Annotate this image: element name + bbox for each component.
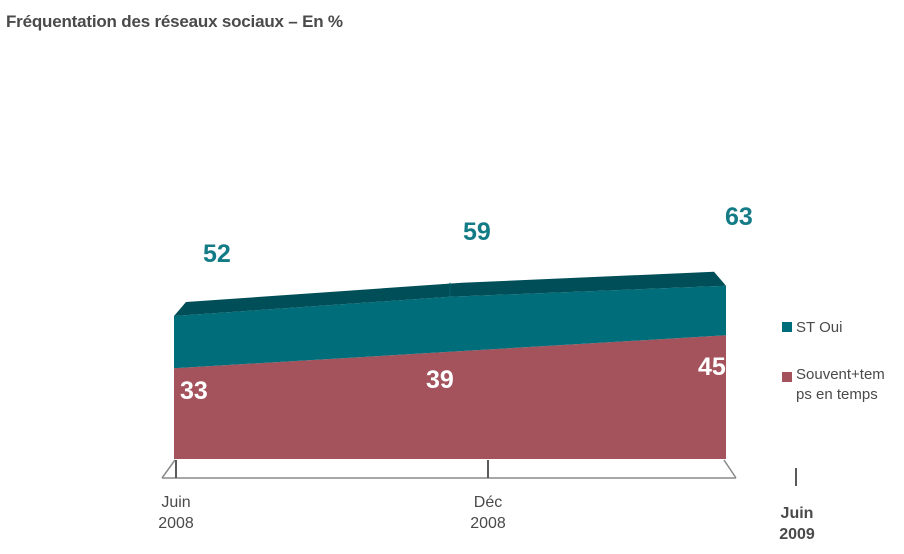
x-axis-depth-left	[161, 459, 176, 479]
x-tick-label-0-line1: Juin	[161, 494, 190, 511]
legend: ST Oui Souvent+tem ps en temps	[782, 318, 896, 405]
data-label-souvent-2: 45	[698, 353, 726, 381]
legend-swatch-st-oui	[782, 321, 792, 332]
legend-label-souvent-line2: ps en temps	[796, 386, 878, 403]
legend-swatch-souvent	[782, 371, 792, 382]
x-tick-label-1-line1: Déc	[474, 494, 502, 511]
data-label-st-oui-2: 63	[725, 203, 753, 231]
x-axis-depth-right	[723, 459, 737, 479]
legend-item-souvent: Souvent+tem ps en temps	[782, 365, 896, 405]
legend-label-souvent-line1: Souvent+tem	[796, 366, 885, 383]
data-label-st-oui-0: 52	[203, 240, 231, 268]
chart-title: Fréquentation des réseaux sociaux – En %	[6, 12, 343, 31]
data-label-souvent-0: 33	[180, 377, 208, 405]
legend-item-st-oui: ST Oui	[782, 318, 896, 338]
x-tick-label-2-line1: Juin	[781, 505, 814, 522]
legend-label-st-oui: ST Oui	[796, 319, 843, 336]
x-tick-label-0-line2: 2008	[158, 515, 194, 532]
x-tick-label-2-line2: 2009	[779, 526, 815, 543]
legend-label-souvent: Souvent+tem ps en temps	[796, 365, 896, 405]
data-label-st-oui-1: 59	[463, 218, 491, 246]
area-souvent-temps-en-temps	[174, 335, 726, 459]
data-label-souvent-1: 39	[426, 366, 454, 394]
x-tick-label-1-line2: 2008	[470, 515, 506, 532]
